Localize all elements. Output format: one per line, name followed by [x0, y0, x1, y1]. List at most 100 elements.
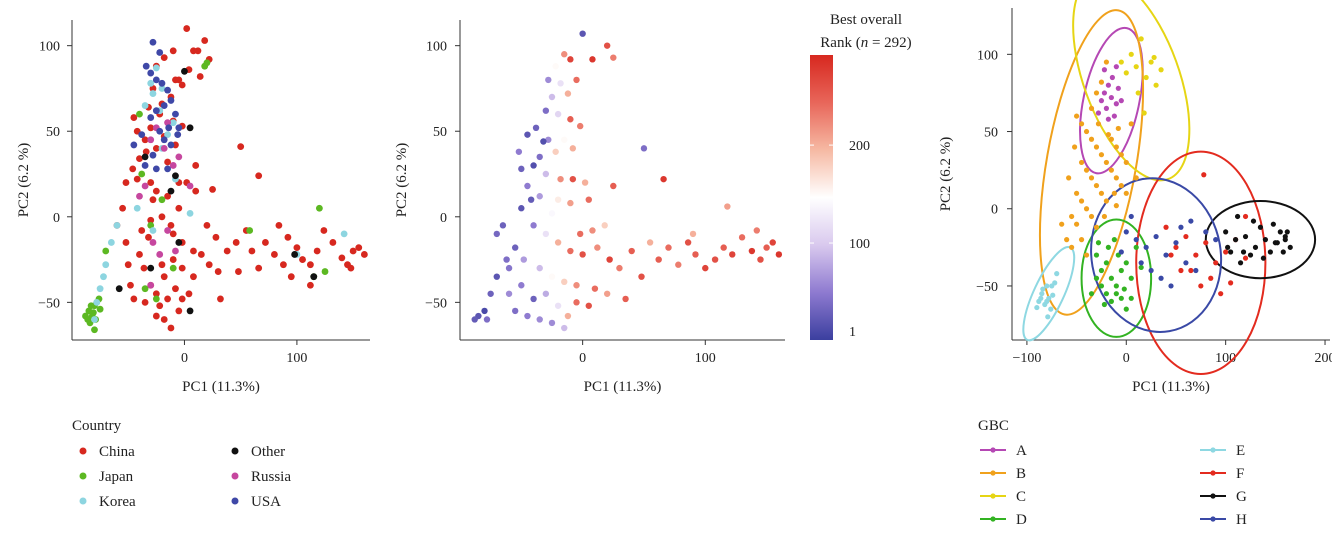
data-point-usa: [172, 110, 179, 118]
data-point-d: [1111, 237, 1117, 243]
data-point: [769, 239, 776, 246]
y-axis-title: PC2 (6.2 %): [16, 143, 32, 218]
legend-marker-g: [1210, 493, 1216, 499]
data-point-g: [1232, 237, 1239, 243]
data-point-g: [1267, 249, 1273, 255]
data-point: [585, 302, 592, 309]
data-point-d: [1128, 275, 1134, 281]
data-point-e: [1048, 306, 1054, 312]
data-point: [564, 312, 572, 320]
data-point-d: [1098, 283, 1105, 289]
data-point-h: [1188, 218, 1194, 224]
data-point-a: [1118, 98, 1124, 104]
data-point-c: [1143, 74, 1149, 81]
data-point-russia: [147, 281, 155, 289]
data-point-c: [1151, 54, 1157, 61]
data-point-korea: [149, 227, 157, 234]
colorbar-tick-label: 1: [849, 325, 856, 340]
data-point-d: [1105, 244, 1111, 250]
data-point-usa: [152, 165, 160, 173]
y-tick-label: 50: [46, 125, 60, 140]
data-point-h: [1193, 267, 1199, 274]
data-point: [532, 124, 540, 132]
data-point-korea: [141, 102, 149, 109]
data-point-b: [1101, 213, 1108, 220]
legend-label-japan: Japan: [99, 469, 134, 485]
legend-marker-e: [1210, 447, 1216, 453]
legend-label-a: A: [1016, 443, 1027, 459]
data-point: [493, 230, 500, 238]
data-point-china: [164, 158, 171, 166]
data-point-b: [1088, 105, 1095, 111]
data-point-korea: [147, 79, 155, 87]
x-axis-title: PC1 (11.3%): [1132, 379, 1210, 395]
data-point-b: [1103, 59, 1110, 65]
data-point-china: [209, 186, 216, 193]
data-point-china: [192, 187, 200, 195]
data-point-h: [1168, 283, 1174, 289]
data-point-china: [136, 251, 143, 258]
data-point-other: [291, 251, 299, 258]
data-point-b: [1078, 121, 1085, 127]
data-point-china: [122, 239, 130, 246]
data-point-h: [1133, 237, 1139, 243]
data-point: [542, 170, 550, 178]
data-point-china: [164, 295, 171, 303]
data-point: [610, 182, 617, 190]
data-point-china: [136, 155, 143, 163]
data-point-g: [1280, 249, 1286, 255]
x-tick-label: 0: [579, 351, 586, 366]
data-point: [601, 222, 608, 229]
cluster-ellipse-h: [1090, 177, 1223, 333]
data-point-d: [1123, 306, 1129, 312]
data-point-b: [1123, 190, 1129, 196]
data-point-c: [1123, 70, 1129, 76]
data-point-f: [1203, 240, 1209, 246]
data-point-f: [1173, 244, 1179, 250]
data-point: [530, 222, 537, 229]
data-point-china: [141, 136, 149, 144]
data-point-b: [1113, 175, 1119, 181]
data-point-g: [1277, 229, 1283, 235]
data-point-e: [1039, 291, 1045, 297]
data-point-other: [172, 172, 179, 180]
data-point: [548, 273, 556, 280]
data-point-usa: [152, 76, 160, 84]
data-point-f: [1178, 267, 1184, 274]
data-point: [505, 264, 513, 272]
data-point-china: [124, 261, 132, 269]
data-point-b: [1059, 221, 1065, 227]
data-point-e: [1045, 314, 1051, 320]
data-point-g: [1262, 237, 1269, 243]
cluster-ellipse-c: [1072, 0, 1191, 182]
data-point: [524, 182, 531, 190]
data-point-h: [1148, 267, 1154, 274]
data-point-f: [1228, 280, 1234, 286]
data-point-b: [1128, 121, 1134, 127]
data-point-korea: [149, 90, 157, 97]
data-point-china: [287, 273, 295, 281]
y-axis-title: PC2 (6.2 %): [394, 143, 410, 218]
data-point-china: [235, 268, 242, 275]
data-point-d: [1123, 260, 1129, 266]
data-point-china: [197, 251, 205, 258]
data-point-korea: [100, 273, 107, 281]
legend-label-other: Other: [251, 444, 285, 460]
data-point: [548, 93, 556, 101]
y-tick-label: 50: [984, 126, 998, 141]
data-point: [589, 227, 596, 234]
data-point: [738, 234, 746, 241]
y-axis-title: PC2 (6.2 %): [938, 137, 954, 212]
data-point-d: [1101, 301, 1108, 308]
data-point-b: [1093, 182, 1100, 189]
data-point-b: [1123, 159, 1129, 166]
colorbar-tick-label: 200: [849, 139, 870, 154]
data-point-korea: [158, 85, 166, 92]
colorbar-title-line1: Best overall: [830, 12, 902, 28]
data-point-china: [152, 144, 160, 152]
data-point: [603, 42, 611, 49]
legend-marker-korea: [79, 497, 87, 505]
data-point-china: [167, 324, 175, 332]
data-point: [542, 107, 550, 114]
data-point-china: [156, 302, 164, 310]
